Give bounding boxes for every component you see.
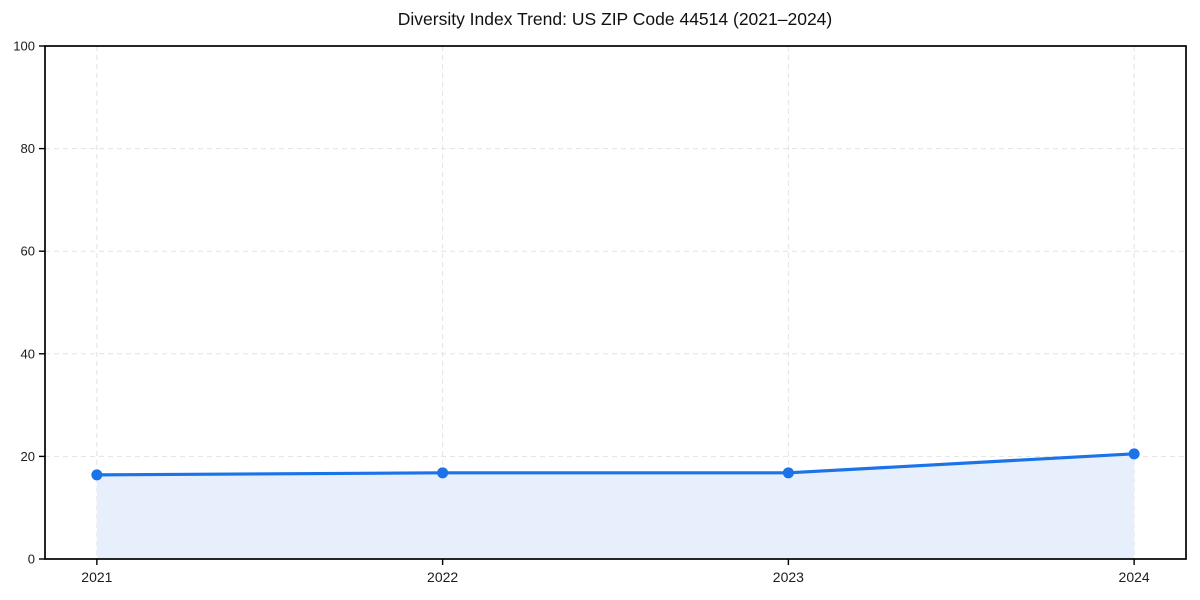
chart-title: Diversity Index Trend: US ZIP Code 44514… <box>398 9 833 29</box>
y-tick-label: 40 <box>21 346 35 361</box>
tick-layer <box>39 45 1135 565</box>
plot-frame <box>44 45 1187 560</box>
data-point <box>782 467 794 479</box>
data-point <box>437 467 449 479</box>
x-tick-label: 2024 <box>1119 569 1150 585</box>
tick-label-layer: 0 20 40 60 80 100 2021 2022 2023 2024 <box>13 39 1150 586</box>
area-fill <box>96 453 1135 559</box>
marker-layer <box>91 448 1140 481</box>
y-tick-label: 0 <box>28 552 35 567</box>
y-tick-label: 60 <box>21 244 35 259</box>
frame-layer <box>44 45 1187 560</box>
y-tick-label: 100 <box>13 39 35 54</box>
x-tick-label: 2023 <box>773 569 804 585</box>
x-tick-label: 2021 <box>81 569 112 585</box>
trend-line <box>95 452 1136 477</box>
area-layer <box>96 453 1135 559</box>
x-tick-label: 2022 <box>427 569 458 585</box>
data-point <box>1128 448 1140 460</box>
data-point <box>91 469 103 481</box>
y-tick-label: 20 <box>21 449 35 464</box>
line-layer <box>95 452 1136 477</box>
y-tick-label: 80 <box>21 141 35 156</box>
